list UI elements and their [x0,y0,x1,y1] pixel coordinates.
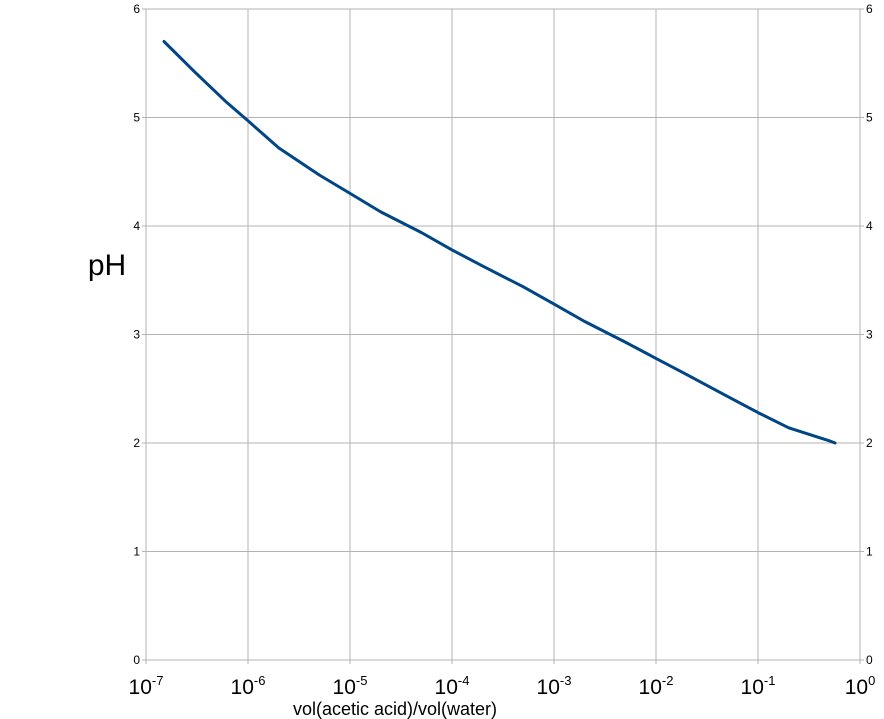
grid-lines [145,8,861,661]
y-tick-label-left: 1 [133,545,140,559]
y-tick-label-right: 4 [866,219,873,233]
x-tick-base: 10 [333,676,356,699]
x-tick-exponent: 0 [868,673,875,688]
x-tick-label: 10-7 [129,673,164,699]
y-tick-label-right: 3 [866,328,873,342]
y-tick-label-left: 6 [133,2,140,16]
ph-series-line [162,40,837,445]
x-tick-base: 10 [129,676,152,699]
x-tick-label: 10-1 [741,673,776,699]
series-layer [162,40,837,445]
x-tick-exponent: -6 [254,673,266,688]
x-tick-exponent: -5 [356,673,368,688]
y-tick-label-left: 4 [133,219,140,233]
x-tick-exponent: -1 [764,673,776,688]
x-tick-label: 100 [845,673,876,699]
x-tick-exponent: -7 [152,673,164,688]
x-tick-exponent: -4 [458,673,470,688]
y-axis-title: pH [88,249,126,282]
y-tick-label-left: 0 [133,653,140,667]
x-tick-base: 10 [537,676,560,699]
x-tick-exponent: -2 [662,673,674,688]
x-tick-base: 10 [231,676,254,699]
x-tick-base: 10 [845,676,868,699]
y-tick-label-left: 2 [133,436,140,450]
y-tick-label-right: 6 [866,2,873,16]
y-tick-label-left: 3 [133,328,140,342]
y-tick-label-right: 5 [866,111,873,125]
y-tick-label-right: 0 [866,653,873,667]
x-tick-label: 10-2 [639,673,674,699]
x-tick-label: 10-4 [435,673,470,699]
x-tick-label: 10-3 [537,673,572,699]
y-tick-label-right: 2 [866,436,873,450]
axis-ticks: 0 01 12 23 34 45 56 610-7 10-6 10-5 10-4 10-3 10-2 10… [129,2,876,699]
y-tick-label-right: 1 [866,545,873,559]
x-tick-base: 10 [639,676,662,699]
x-tick-label: 10-6 [231,673,266,699]
x-tick-base: 10 [435,676,458,699]
x-axis-title: vol(acetic acid)/vol(water) [293,699,497,719]
x-tick-label: 10-5 [333,673,368,699]
plot-border [145,8,861,661]
x-tick-exponent: -3 [560,673,572,688]
y-tick-label-left: 5 [133,111,140,125]
plot-frame [142,8,864,664]
x-tick-base: 10 [741,676,764,699]
